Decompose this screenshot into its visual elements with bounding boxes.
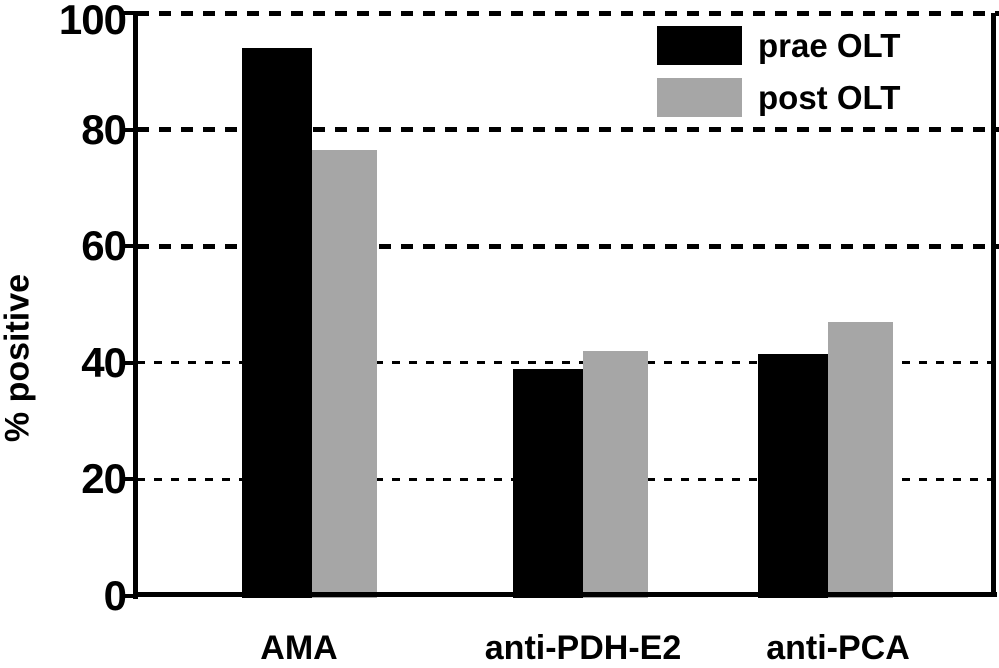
gridline-40 [137,361,999,365]
right-border-line [991,13,996,596]
bar-prae-olt-anti-pca [758,354,828,598]
y-tick-0 [122,594,137,598]
legend-item-prae-olt: prae OLT [657,26,900,65]
gridline-60 [137,243,999,249]
y-tick-20 [122,477,137,482]
legend-label-post-olt: post OLT [758,78,901,116]
gridline-80 [137,127,999,133]
x-category-label-anti-pdh-e2: anti-PDH-E2 [484,629,682,667]
y-tick-80 [122,127,137,132]
legend-item-post-olt: post OLT [657,78,900,117]
x-category-label-ama: AMA [260,629,338,667]
bar-post-olt-anti-pdh-e2 [583,351,648,598]
y-tick-label-0: 0 [103,572,127,619]
legend-swatch-post-olt [657,78,742,117]
y-tick-label-80: 80 [81,105,127,153]
legend: prae OLT post OLT [657,26,900,117]
y-tick-label-20: 20 [81,455,127,503]
bar-post-olt-anti-pca [828,322,893,598]
bar-prae-olt-anti-pdh-e2 [513,368,583,598]
x-category-label-anti-pca: anti-PCA [766,629,910,667]
legend-label-prae-olt: prae OLT [758,26,901,64]
x-axis-line [133,592,997,597]
gridline-100 [137,10,999,16]
bar-post-olt-ama [312,150,377,598]
bar-prae-olt-ama [242,47,312,598]
y-tick-100 [122,11,137,15]
legend-swatch-prae-olt [657,26,742,65]
y-tick-40 [122,360,137,365]
y-tick-label-100: 100 [58,0,127,43]
y-tick-60 [122,244,137,249]
y-tick-label-60: 60 [81,222,127,270]
y-tick-label-40: 40 [81,338,127,386]
y-axis-line [133,12,138,599]
